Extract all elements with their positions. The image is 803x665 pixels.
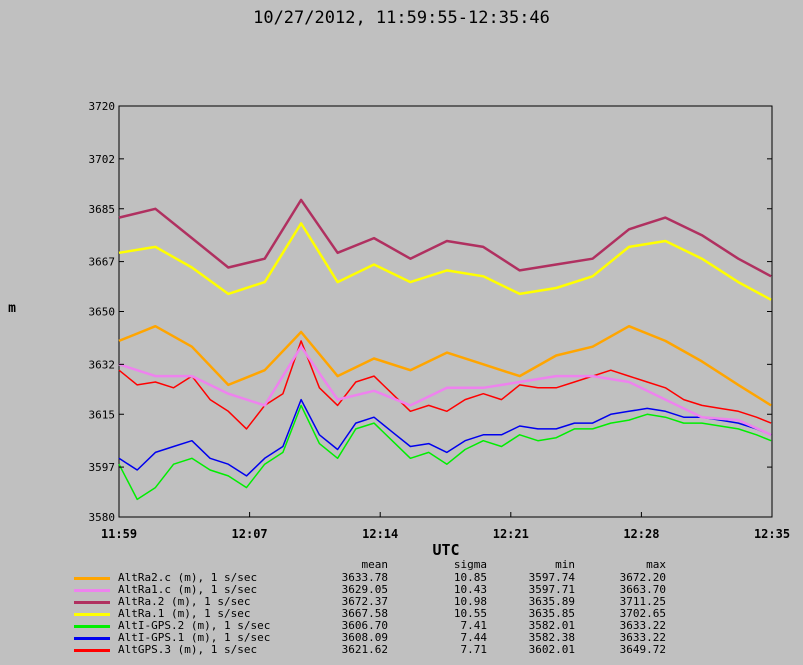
- legend-entry: AltRa.2 (m), 1 s/sec 3672.37 10.98 3635.89 3…: [0, 596, 803, 608]
- stats-value: 3602.01: [528, 643, 575, 656]
- x-tick-label: 12:14: [362, 527, 398, 541]
- axis-layer: 3580 3597 3615 3632 3650 3667 3685 3702 3720 11:5…: [89, 100, 791, 541]
- series-line: [118, 340, 772, 430]
- y-tick-label: 3632: [89, 358, 116, 371]
- stats-value: 3608.09: [341, 631, 388, 644]
- y-tick-label: 3667: [89, 256, 116, 269]
- y-tick-label: 3650: [89, 306, 116, 319]
- legend-swatch: [74, 601, 110, 604]
- stats-value: 7.41: [460, 619, 488, 632]
- legend-swatch: [74, 613, 110, 616]
- y-tick-label: 3702: [89, 153, 116, 166]
- y-tick-label: 3597: [89, 461, 116, 474]
- stats-value: 7.71: [460, 643, 488, 656]
- series-line: [118, 398, 772, 477]
- stats-header: mean: [361, 558, 389, 571]
- stats-value: 10.98: [453, 595, 487, 608]
- legend-label: AltRa2.c (m), 1 s/sec: [118, 571, 258, 584]
- plot-frame: [118, 105, 773, 518]
- stats-value: 7.44: [460, 631, 488, 644]
- y-tick-label: 3720: [89, 100, 116, 113]
- stats-value: 3672.20: [619, 571, 666, 584]
- stats-header: sigma: [453, 558, 487, 571]
- stats-value: 3711.25: [619, 595, 666, 608]
- series-line: [118, 324, 772, 407]
- stats-value: 10.85: [453, 571, 487, 584]
- legend-label: AltI-GPS.1 (m), 1 s/sec: [118, 631, 271, 644]
- legend-label: AltRa.2 (m), 1 s/sec: [118, 595, 251, 608]
- series-line: [118, 222, 772, 301]
- stats-value: 3663.70: [619, 583, 666, 596]
- stats-value: 3633.22: [619, 619, 666, 632]
- stats-value: 3582.38: [528, 631, 575, 644]
- stats-value: 3621.62: [341, 643, 388, 656]
- stats-value: 3649.72: [619, 643, 666, 656]
- series-line: [118, 198, 772, 278]
- legend-label: AltGPS.3 (m), 1 s/sec: [118, 643, 258, 656]
- legend-entry: AltI-GPS.1 (m), 1 s/sec 3608.09 7.44 3582.3…: [0, 632, 803, 644]
- y-axis-label: m: [8, 301, 16, 316]
- legend-entry: AltI-GPS.2 (m), 1 s/sec 3606.70 7.41 3582.0…: [0, 620, 803, 632]
- x-tick-label: 12:35: [754, 527, 790, 541]
- stats-value: 3606.70: [341, 619, 388, 632]
- legend-entry: AltRa.1 (m), 1 s/sec 3667.58 10.55 3635.85 3…: [0, 608, 803, 620]
- x-tick-label: 12:28: [623, 527, 659, 541]
- x-tick-label: 12:07: [232, 527, 268, 541]
- stats-value: 3635.85: [528, 607, 575, 620]
- x-tick-label: 11:59: [101, 527, 137, 541]
- stats-value: 3635.89: [528, 595, 575, 608]
- legend-swatch: [74, 577, 110, 580]
- y-tick-label: 3580: [89, 511, 116, 524]
- series-line: [118, 404, 772, 501]
- stats-value: 10.55: [453, 607, 487, 620]
- legend-label: AltI-GPS.2 (m), 1 s/sec: [118, 619, 271, 632]
- stats-value: 3702.65: [619, 607, 666, 620]
- stats-value: 10.43: [453, 583, 487, 596]
- legend-entry: AltRa1.c (m), 1 s/sec 3629.05 10.43 3597.71…: [0, 584, 803, 596]
- stats-value: 3597.71: [528, 583, 575, 596]
- legend-entry: AltGPS.3 (m), 1 s/sec 3621.62 7.71 3602.01 3…: [0, 644, 803, 656]
- stats-value: 3633.78: [341, 571, 388, 584]
- stats-header: max: [646, 558, 666, 571]
- legend-swatch: [74, 637, 110, 640]
- legend-swatch: [74, 649, 110, 652]
- stats-value: 3667.58: [341, 607, 388, 620]
- legend-label: AltRa1.c (m), 1 s/sec: [118, 583, 258, 596]
- legend-swatch: [74, 625, 110, 628]
- chart-title: 10/27/2012, 11:59:55-12:35:46: [253, 8, 550, 28]
- x-tick-label: 12:21: [493, 527, 529, 541]
- stats-value: 3597.74: [528, 571, 575, 584]
- x-axis-label: UTC: [432, 541, 459, 555]
- stats-header: min: [555, 558, 575, 571]
- stats-value: 3633.22: [619, 631, 666, 644]
- y-tick-label: 3685: [89, 203, 116, 216]
- stats-value: 3629.05: [341, 583, 388, 596]
- legend-entry: AltRa2.c (m), 1 s/sec 3633.78 10.85 3597.74…: [0, 572, 803, 584]
- stats-value: 3582.01: [528, 619, 575, 632]
- stats-value: 3672.37: [341, 595, 388, 608]
- legend-label: AltRa.1 (m), 1 s/sec: [118, 607, 251, 620]
- legend-swatch: [74, 589, 110, 592]
- y-tick-label: 3615: [89, 408, 116, 421]
- series-line: [118, 345, 772, 436]
- altitude-chart: 3580 3597 3615 3632 3650 3667 3685 3702 3720 11:5…: [8, 100, 791, 555]
- series-layer: [118, 198, 772, 501]
